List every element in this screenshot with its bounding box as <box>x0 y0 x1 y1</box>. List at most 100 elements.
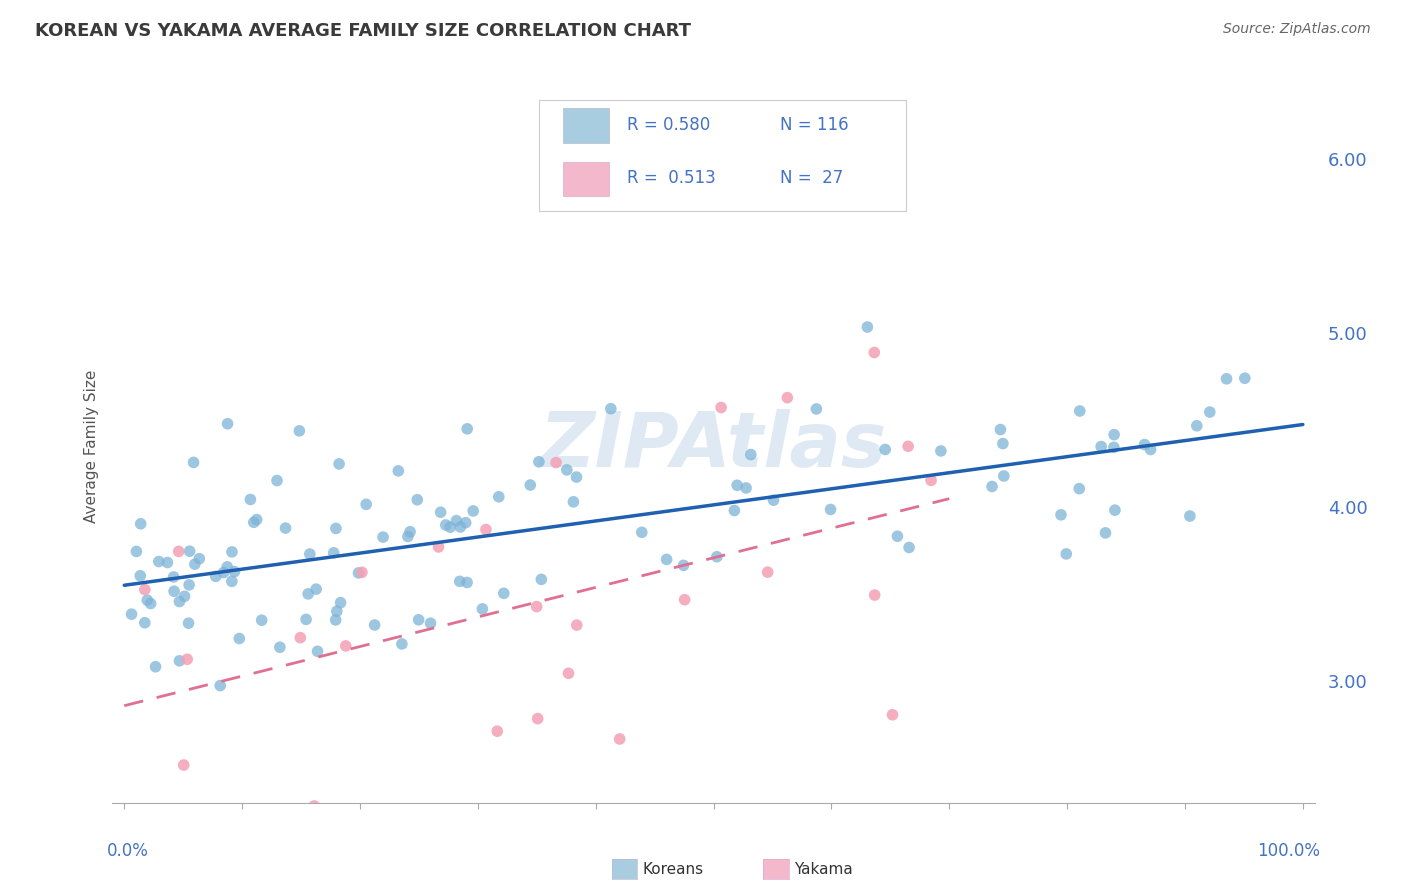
Point <box>565 470 588 484</box>
Point <box>298 547 321 561</box>
Point <box>454 516 477 530</box>
Point <box>396 529 419 543</box>
Point <box>188 551 211 566</box>
Point <box>672 558 695 573</box>
Point <box>762 493 785 508</box>
Point <box>456 422 478 436</box>
Point <box>599 401 621 416</box>
Text: N =  27: N = 27 <box>780 169 844 187</box>
Point <box>335 639 357 653</box>
Point <box>929 444 952 458</box>
Point <box>228 632 250 646</box>
Point <box>148 555 170 569</box>
Point <box>328 457 350 471</box>
Point <box>456 575 478 590</box>
Point <box>217 417 239 431</box>
Point <box>307 644 329 658</box>
Point <box>463 504 485 518</box>
Point <box>1069 404 1091 418</box>
Point <box>212 566 235 580</box>
Point <box>776 391 799 405</box>
Point <box>406 492 429 507</box>
Point <box>1198 405 1220 419</box>
Point <box>399 524 422 539</box>
Point <box>419 616 441 631</box>
Point <box>630 525 652 540</box>
Point <box>806 401 828 416</box>
Point <box>446 514 468 528</box>
Point <box>250 613 273 627</box>
Point <box>350 566 373 580</box>
FancyBboxPatch shape <box>564 109 609 143</box>
Point <box>134 615 156 630</box>
Point <box>163 584 186 599</box>
Text: KOREAN VS YAKAMA AVERAGE FAMILY SIZE CORRELATION CHART: KOREAN VS YAKAMA AVERAGE FAMILY SIZE COR… <box>35 22 692 40</box>
Point <box>475 523 498 537</box>
Point <box>1215 372 1237 386</box>
Point <box>371 530 394 544</box>
Text: 0.0%: 0.0% <box>107 842 149 860</box>
Point <box>266 474 288 488</box>
Point <box>129 516 152 531</box>
Point <box>387 464 409 478</box>
Point <box>526 712 548 726</box>
Point <box>565 618 588 632</box>
Point <box>290 631 312 645</box>
Point <box>710 401 733 415</box>
Point <box>526 599 548 614</box>
Point <box>295 612 318 626</box>
Point <box>886 529 908 543</box>
Point <box>471 602 494 616</box>
Point <box>820 502 842 516</box>
Point <box>145 659 167 673</box>
Point <box>177 616 200 631</box>
Point <box>1094 525 1116 540</box>
Point <box>1139 442 1161 457</box>
Point <box>530 573 553 587</box>
Point <box>224 822 246 836</box>
Point <box>655 552 678 566</box>
Point <box>134 582 156 597</box>
Point <box>325 521 347 535</box>
Point <box>121 607 143 622</box>
Point <box>1102 440 1125 454</box>
Point <box>246 513 269 527</box>
Point <box>609 731 631 746</box>
Point <box>221 574 243 589</box>
Point <box>325 613 347 627</box>
Point <box>274 521 297 535</box>
Point <box>1104 503 1126 517</box>
Point <box>243 516 266 530</box>
Point <box>1233 371 1256 385</box>
Point <box>863 588 886 602</box>
Y-axis label: Average Family Size: Average Family Size <box>83 369 98 523</box>
Point <box>706 549 728 564</box>
Point <box>162 570 184 584</box>
Point <box>297 587 319 601</box>
Point <box>756 565 779 579</box>
Point <box>1185 418 1208 433</box>
Point <box>1050 508 1073 522</box>
Point <box>173 758 195 772</box>
Point <box>167 544 190 558</box>
Point <box>882 707 904 722</box>
Point <box>125 544 148 558</box>
Point <box>527 455 550 469</box>
Point <box>735 481 758 495</box>
Point <box>1178 509 1201 524</box>
Point <box>179 544 201 558</box>
Point <box>204 569 226 583</box>
FancyBboxPatch shape <box>564 162 609 196</box>
Point <box>557 666 579 681</box>
Point <box>239 492 262 507</box>
Point <box>176 652 198 666</box>
Text: Yakama: Yakama <box>794 863 853 877</box>
Point <box>184 557 207 571</box>
Point <box>354 497 377 511</box>
Point <box>169 654 191 668</box>
Point <box>1102 427 1125 442</box>
Text: N = 116: N = 116 <box>780 116 848 134</box>
Point <box>920 474 942 488</box>
Point <box>562 495 585 509</box>
Text: Source: ZipAtlas.com: Source: ZipAtlas.com <box>1223 22 1371 37</box>
